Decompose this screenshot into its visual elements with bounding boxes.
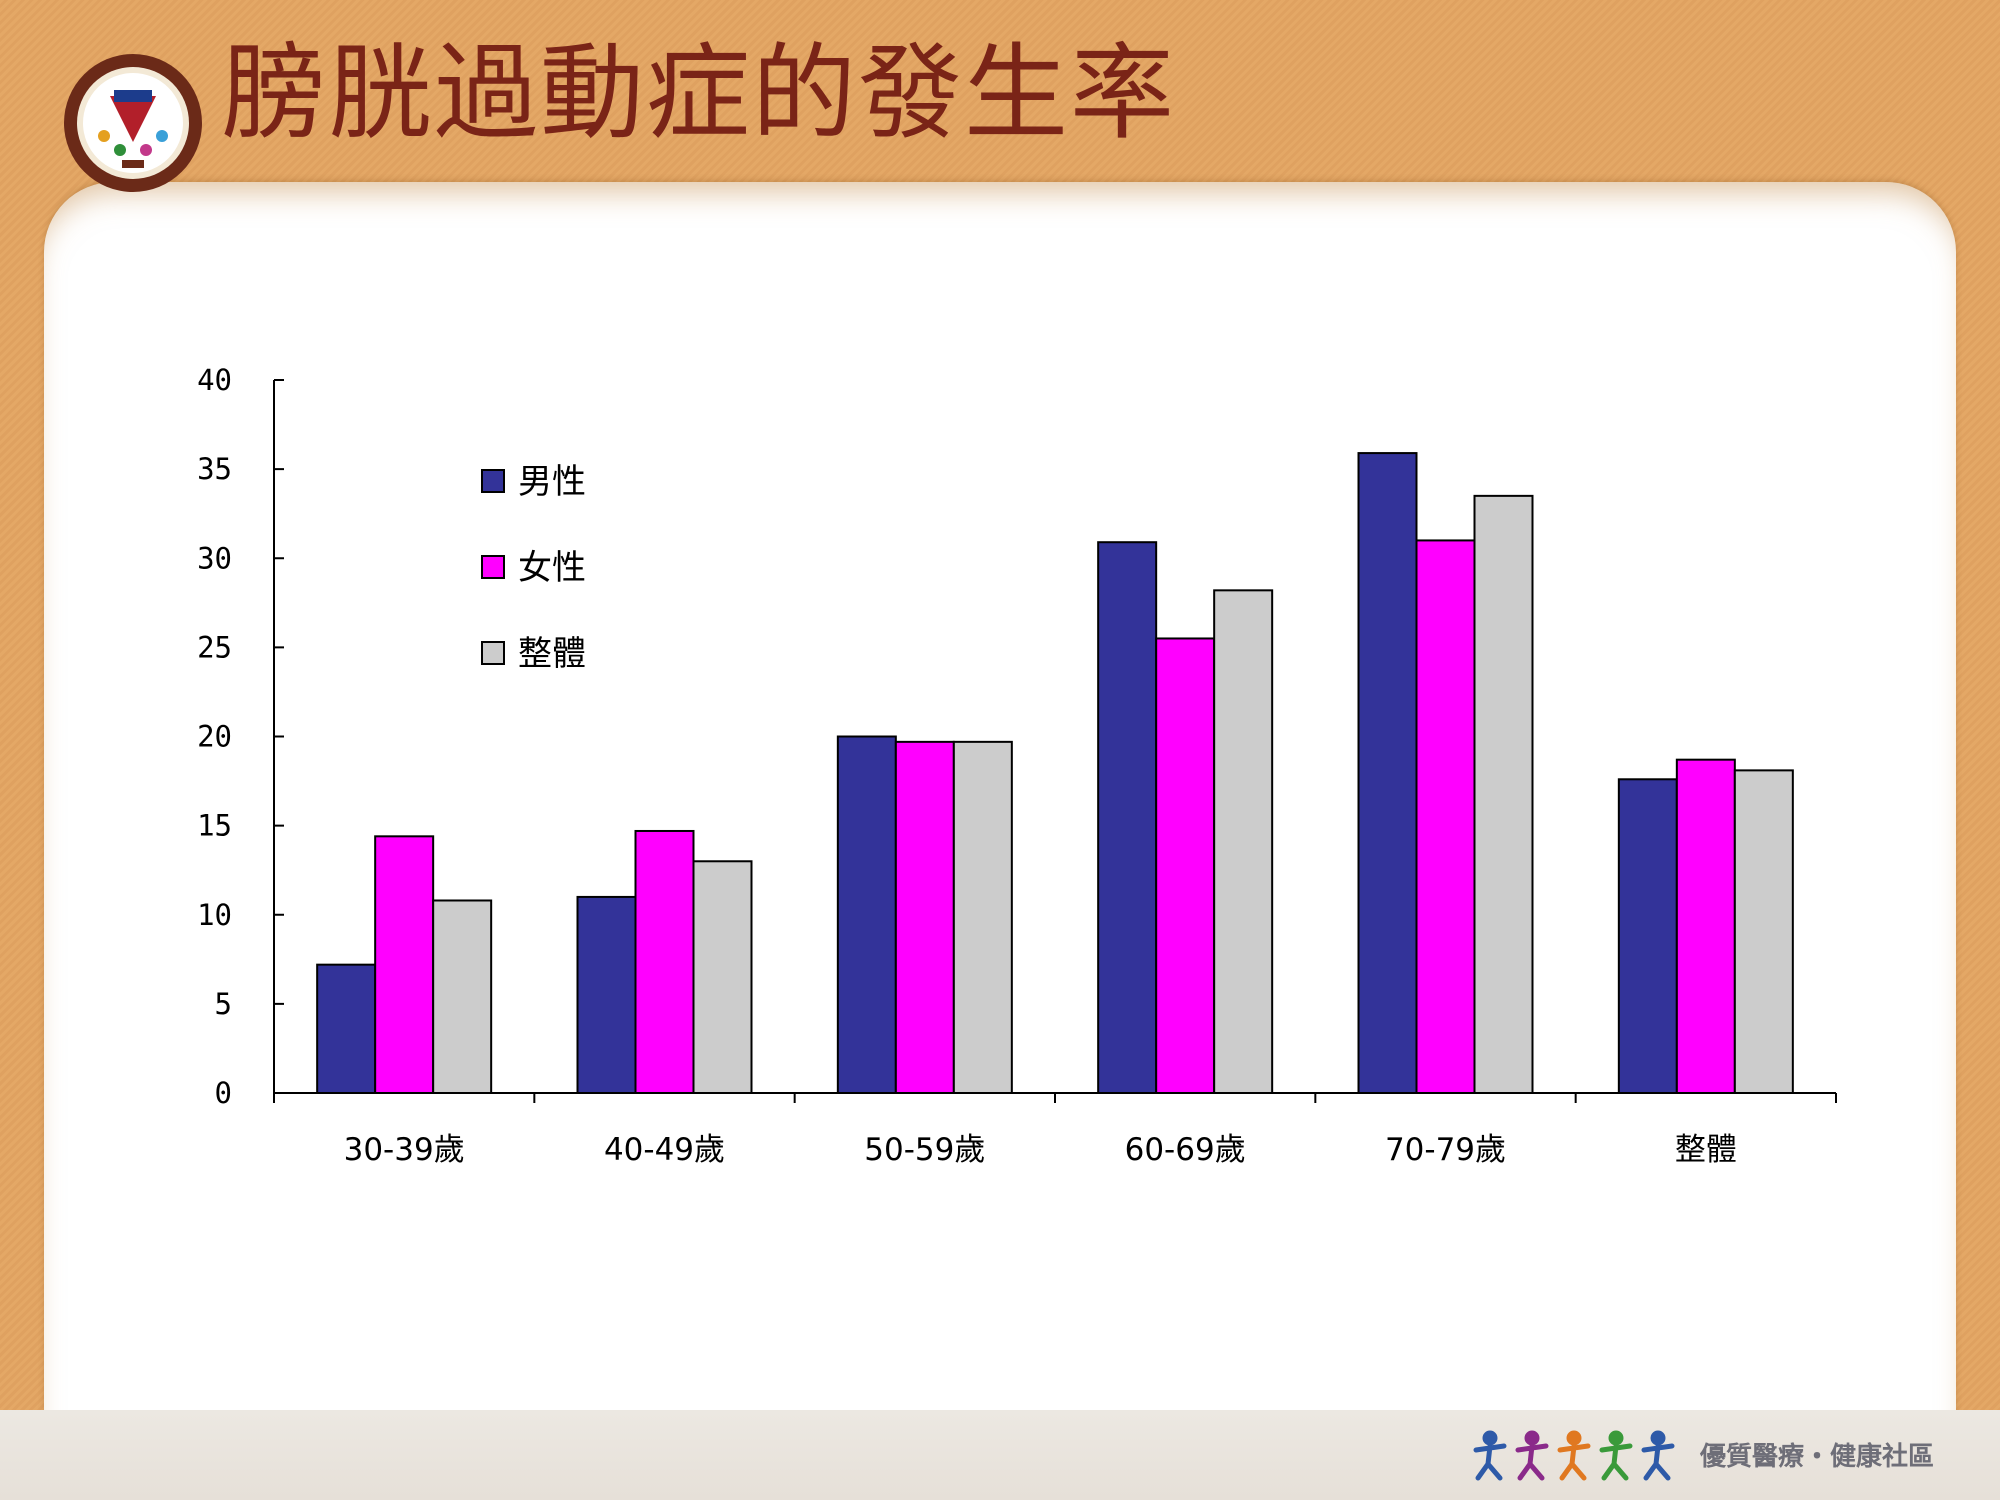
chart-labels: 0 5 10 15 20 25 30 35 40 30-39歲 40-49歲 50-59歲 60-69歲… <box>197 363 1737 1168</box>
bar <box>1617 778 1678 1095</box>
bar <box>374 835 435 1094</box>
bar <box>1155 637 1216 1095</box>
bar <box>1675 758 1736 1094</box>
footer-bar <box>0 1410 2000 1500</box>
y-tick-label: 10 <box>197 898 232 932</box>
bar <box>432 899 493 1094</box>
bar <box>1357 452 1418 1094</box>
y-tick-label: 30 <box>197 541 232 575</box>
x-category-label: 30-39歲 <box>344 1132 465 1168</box>
legend-label: 整體 <box>518 634 586 674</box>
slide-title: 膀胱過動症的發生率 <box>222 32 1177 154</box>
legend-swatch <box>481 641 505 665</box>
legend-label: 男性 <box>518 462 586 502</box>
bar <box>634 829 695 1094</box>
x-category-label: 40-49歲 <box>604 1132 725 1168</box>
legend-swatch <box>481 469 505 493</box>
y-tick-label: 40 <box>197 363 232 397</box>
x-category-label: 70-79歲 <box>1385 1132 1506 1168</box>
hospital-logo-icon <box>64 54 202 192</box>
bar <box>1473 494 1534 1094</box>
bar <box>576 895 637 1094</box>
legend-label: 女性 <box>518 548 586 588</box>
x-category-label: 50-59歲 <box>864 1132 985 1168</box>
chart-axes <box>273 379 1837 1103</box>
bar <box>692 860 753 1095</box>
y-tick-label: 0 <box>215 1076 232 1110</box>
y-tick-label: 35 <box>197 452 232 486</box>
bar <box>836 735 897 1094</box>
y-tick-label: 20 <box>197 720 232 754</box>
bar <box>1415 539 1476 1094</box>
x-category-label: 60-69歲 <box>1125 1132 1246 1168</box>
y-tick-label: 15 <box>197 809 232 843</box>
bar <box>952 740 1013 1094</box>
bar <box>894 740 955 1094</box>
chart-bars <box>316 452 1794 1095</box>
bar <box>1733 769 1794 1094</box>
bar <box>1097 541 1158 1094</box>
footer-slogan: 優質醫療・健康社區 <box>1700 1442 1935 1472</box>
people-figures-icon <box>1473 1430 1675 1481</box>
x-category-label: 整體 <box>1675 1132 1737 1168</box>
y-tick-label: 5 <box>215 987 232 1021</box>
bar <box>316 963 377 1094</box>
bar <box>1213 589 1274 1095</box>
y-tick-label: 25 <box>197 630 232 664</box>
legend-swatch <box>481 555 505 579</box>
